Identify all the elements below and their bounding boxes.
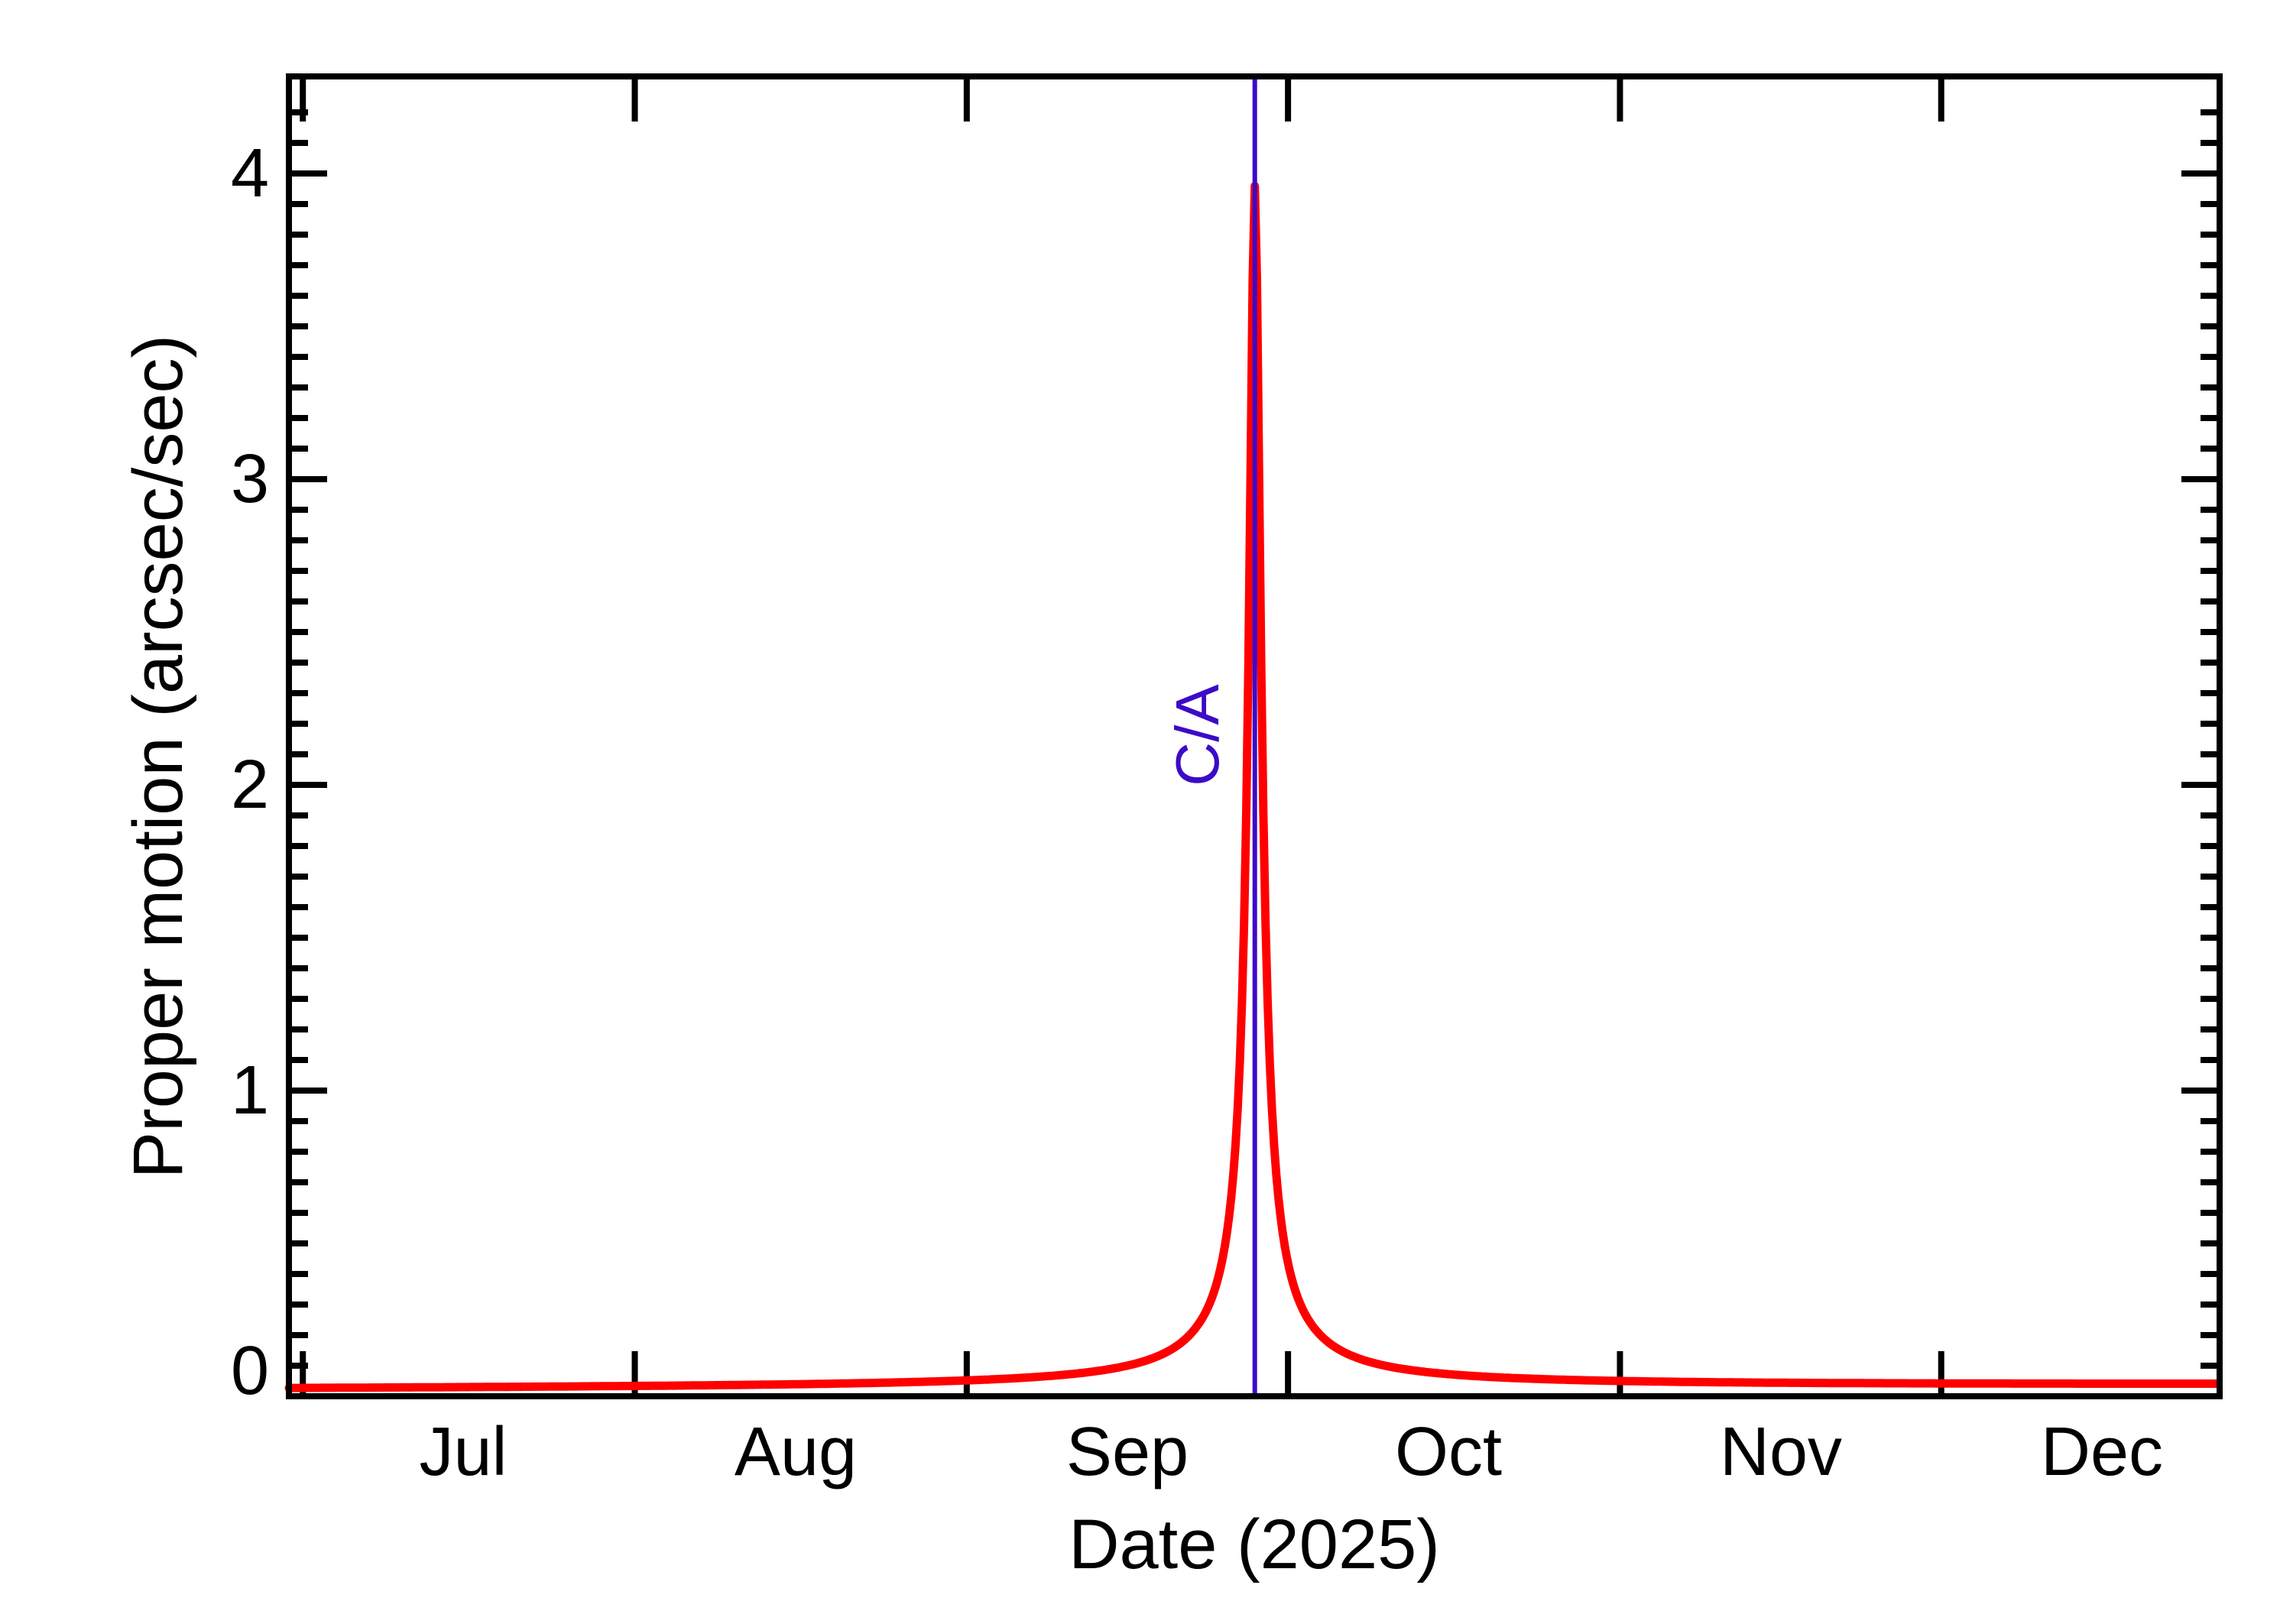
x-tick-label-oct: Oct	[1394, 1414, 1502, 1490]
y-tick-label-0: 0	[230, 1333, 269, 1409]
x-tick-label-sep: Sep	[1065, 1414, 1189, 1490]
y-tick-label-2: 2	[230, 747, 269, 823]
y-tick-label-4: 4	[230, 135, 269, 212]
plot-frame	[286, 73, 2223, 1399]
y-tick-label-3: 3	[230, 441, 269, 517]
y-tick-label-1: 1	[230, 1052, 269, 1129]
x-axis-title: Date (2025)	[1069, 1506, 1440, 1583]
closest-approach-label: C/A	[1163, 684, 1231, 786]
x-tick-label-jul: Jul	[419, 1414, 508, 1490]
y-axis-title: Proper motion (arcsec/sec)	[119, 334, 197, 1179]
x-tick-label-nov: Nov	[1719, 1414, 1843, 1490]
x-tick-label-dec: Dec	[2040, 1414, 2164, 1490]
x-tick-label-aug: Aug	[734, 1414, 858, 1490]
